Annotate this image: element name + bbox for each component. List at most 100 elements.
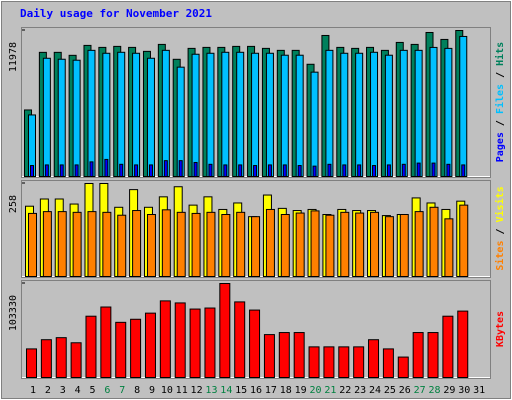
bar bbox=[384, 216, 394, 278]
bar bbox=[295, 212, 305, 277]
bar bbox=[384, 54, 393, 177]
bar bbox=[401, 163, 406, 178]
x-tick-label: 4 bbox=[75, 385, 81, 396]
x-tick-label: 29 bbox=[443, 385, 455, 396]
x-tick-label: 24 bbox=[369, 385, 381, 396]
bar bbox=[208, 163, 213, 178]
x-tick-label: 20 bbox=[310, 385, 322, 396]
legend-separator: / bbox=[495, 114, 506, 132]
bar bbox=[191, 212, 201, 278]
bar bbox=[412, 332, 424, 378]
bar bbox=[28, 212, 37, 278]
bar bbox=[176, 211, 186, 277]
x-tick-label: 5 bbox=[89, 385, 95, 396]
legend-entry: Hits bbox=[494, 42, 506, 66]
bar bbox=[325, 49, 334, 177]
x-tick-label: 7 bbox=[119, 385, 125, 396]
bar bbox=[42, 57, 51, 177]
x-tick-label: 22 bbox=[339, 385, 351, 396]
bar bbox=[85, 315, 97, 378]
bar bbox=[355, 212, 365, 277]
bar bbox=[265, 52, 274, 178]
bar bbox=[119, 163, 124, 178]
bar bbox=[353, 346, 365, 379]
bar bbox=[234, 301, 246, 378]
x-tick-label: 30 bbox=[458, 385, 470, 396]
chart-title: Daily usage for November 2021 bbox=[20, 7, 212, 20]
bar bbox=[355, 52, 364, 178]
bar bbox=[368, 339, 380, 378]
legend-entry: Pages bbox=[495, 132, 506, 162]
bar bbox=[57, 58, 66, 177]
x-tick-label: 19 bbox=[295, 385, 307, 396]
bar bbox=[386, 164, 391, 178]
x-tick-label: 13 bbox=[205, 385, 217, 396]
bar bbox=[146, 214, 156, 277]
bar bbox=[117, 214, 127, 277]
x-tick-label: 18 bbox=[280, 385, 292, 396]
bar bbox=[263, 334, 275, 379]
bar bbox=[236, 51, 245, 178]
bar bbox=[265, 208, 275, 277]
bar bbox=[414, 49, 423, 177]
bar bbox=[72, 59, 81, 178]
bar bbox=[370, 211, 380, 277]
bar bbox=[444, 218, 454, 277]
bar bbox=[148, 164, 153, 178]
legend: Sites / Visits bbox=[494, 186, 506, 270]
bar bbox=[102, 211, 112, 277]
bar bbox=[74, 164, 79, 178]
bar bbox=[55, 337, 67, 378]
bar bbox=[461, 164, 466, 178]
bar bbox=[297, 165, 302, 178]
bar bbox=[115, 321, 127, 378]
legend: Pages / Files / Hits bbox=[494, 42, 506, 162]
bar bbox=[163, 160, 168, 177]
bar bbox=[459, 204, 469, 278]
bar bbox=[104, 158, 109, 177]
bar bbox=[399, 214, 409, 277]
bar bbox=[323, 346, 335, 379]
bar bbox=[340, 52, 349, 178]
bar bbox=[399, 49, 408, 177]
bar bbox=[236, 211, 246, 277]
bar bbox=[221, 214, 231, 277]
bar bbox=[251, 52, 260, 178]
bar bbox=[221, 51, 230, 178]
bar bbox=[178, 160, 183, 177]
bar bbox=[327, 163, 332, 178]
x-tick-label: 25 bbox=[384, 385, 396, 396]
x-tick-label: 12 bbox=[191, 385, 203, 396]
y-tick-label: 11978 bbox=[8, 42, 19, 72]
bar bbox=[100, 306, 112, 378]
bar bbox=[40, 339, 52, 378]
legend-entry: Files bbox=[494, 84, 506, 114]
x-tick-label: 31 bbox=[473, 385, 485, 396]
bar bbox=[416, 162, 421, 178]
x-tick-label: 6 bbox=[104, 385, 110, 396]
bar bbox=[57, 211, 67, 277]
x-tick-label: 1 bbox=[30, 385, 36, 396]
bar bbox=[72, 211, 82, 277]
bar bbox=[59, 164, 64, 178]
x-tick-label: 23 bbox=[354, 385, 366, 396]
x-tick-label: 15 bbox=[235, 385, 247, 396]
bar bbox=[146, 57, 155, 177]
bar bbox=[132, 210, 142, 277]
bar bbox=[338, 346, 350, 379]
bar bbox=[429, 46, 438, 177]
legend-entry: KBytes bbox=[495, 311, 506, 347]
x-tick-label: 2 bbox=[45, 385, 51, 396]
bar bbox=[189, 308, 201, 379]
x-tick-label: 14 bbox=[220, 385, 232, 396]
bar bbox=[249, 309, 261, 378]
x-tick-label: 8 bbox=[134, 385, 140, 396]
bar bbox=[280, 54, 289, 177]
bar bbox=[308, 346, 320, 379]
bar bbox=[144, 312, 156, 379]
bar bbox=[397, 356, 409, 379]
bar bbox=[89, 161, 94, 177]
bar bbox=[134, 164, 139, 178]
x-tick-label: 9 bbox=[149, 385, 155, 396]
x-tick-label: 26 bbox=[399, 385, 411, 396]
